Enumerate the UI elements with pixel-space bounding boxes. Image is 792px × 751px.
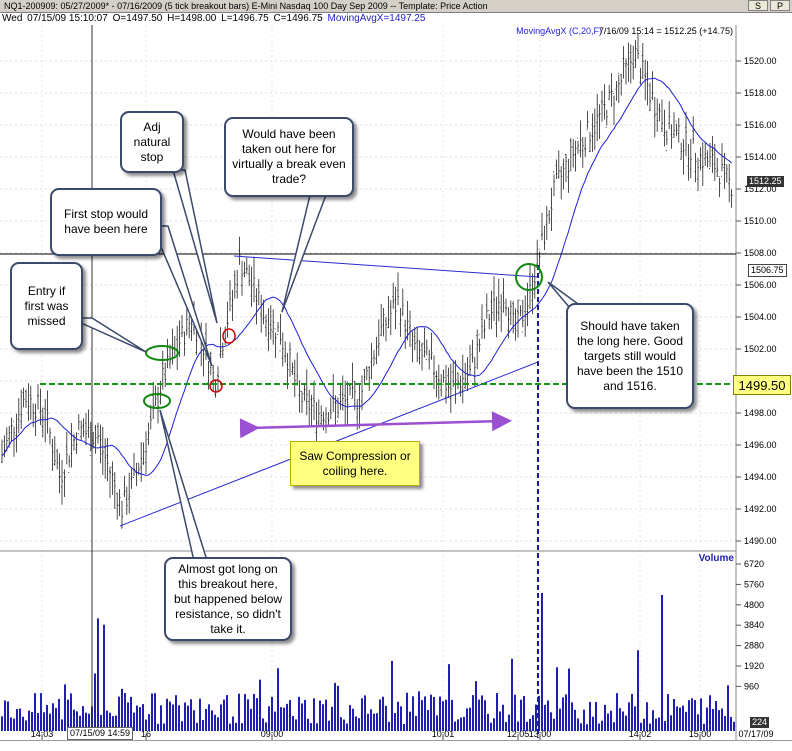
callout-pointers bbox=[69, 169, 603, 571]
callout-should-long[interactable]: Should have taken the long here. Good ta… bbox=[566, 303, 694, 409]
volume-tick-label: 4800 bbox=[744, 600, 764, 610]
info-moving-avg: MovingAvgX=1497.25 bbox=[327, 13, 426, 24]
callout-adj-stop[interactable]: Adj natural stop bbox=[120, 111, 184, 173]
info-close: C=1496.75 bbox=[273, 13, 323, 24]
breakout-ellipse bbox=[143, 393, 171, 409]
ma-legend: MovingAvgX (C,20,F) bbox=[516, 26, 602, 36]
callout-entry[interactable]: Entry if first was missed bbox=[10, 262, 83, 350]
adj-stop-marker bbox=[222, 328, 236, 344]
time-tick-label: 12:05 bbox=[507, 729, 530, 739]
volume-tick-label: 5760 bbox=[744, 579, 764, 589]
data-info-bar: Wed 07/15/09 15:10:07 O=1497.50 H=1498.0… bbox=[0, 13, 792, 25]
first-stop-marker bbox=[209, 379, 223, 393]
compression-double-arrow bbox=[239, 411, 512, 439]
price-tick-label: 1490.00 bbox=[744, 536, 777, 546]
time-tick-label: 07/17/09 bbox=[738, 729, 773, 739]
time-tick-label: 10:01 bbox=[432, 729, 455, 739]
p-button[interactable]: P bbox=[770, 0, 790, 11]
compression-note[interactable]: Saw Compression or coiling here. bbox=[290, 441, 420, 486]
callout-almost-long[interactable]: Almost got long on this breakout here, b… bbox=[164, 557, 292, 641]
time-tick-label: 14:02 bbox=[629, 729, 652, 739]
price-tick-label: 1518.00 bbox=[744, 88, 777, 98]
info-datetime: 07/15/09 15:10:07 bbox=[27, 13, 108, 24]
bottom-scroll-bar[interactable] bbox=[0, 740, 792, 751]
moving-average-line bbox=[1, 77, 732, 476]
price-tick-label: 1516.00 bbox=[744, 120, 777, 130]
price-tick-label: 1512.00 bbox=[744, 184, 777, 194]
price-axis: 1520.00 1518.00 1516.00 1514.00 1512.00 1510.… bbox=[736, 56, 777, 546]
time-tick-label: 14:03 bbox=[31, 729, 54, 739]
window-title-bar: NQ1-200909: 05/27/2009* - 07/16/2009 (5 … bbox=[0, 0, 792, 13]
time-tick-label: 09:00 bbox=[261, 729, 284, 739]
info-day: Wed bbox=[2, 13, 23, 24]
price-tick-label: 1510.00 bbox=[744, 216, 777, 226]
price-tick-label: 1504.00 bbox=[744, 312, 777, 322]
info-high: H=1498.00 bbox=[167, 13, 217, 24]
volume-tick-label: 960 bbox=[744, 681, 759, 691]
price-tick-label: 1496.00 bbox=[744, 440, 777, 450]
price-tick-label: 1506.00 bbox=[744, 280, 777, 290]
volume-tick-label: 1920 bbox=[744, 661, 764, 671]
callout-first-stop[interactable]: First stop would have been here bbox=[50, 188, 162, 256]
volume-tick-label: 3840 bbox=[744, 620, 764, 630]
time-tick-label: 15:00 bbox=[689, 729, 712, 739]
time-tick-label: 16 bbox=[141, 729, 151, 739]
volume-tick-label: 2880 bbox=[744, 641, 764, 651]
price-tick-label: 1508.00 bbox=[744, 248, 777, 258]
info-low: L=1496.75 bbox=[221, 13, 269, 24]
price-tick-label: 1520.00 bbox=[744, 56, 777, 66]
volume-tick-label: 6720 bbox=[744, 559, 764, 569]
price-tick-label: 1514.00 bbox=[744, 152, 777, 162]
callout-taken-out[interactable]: Would have been taken out here for virtu… bbox=[224, 117, 354, 197]
cursor-time-tag: 07/15/09 14:59 bbox=[67, 727, 134, 740]
s-button[interactable]: S bbox=[748, 0, 768, 11]
current-volume-tag: 224 bbox=[750, 717, 770, 728]
price-tick-label: 1502.00 bbox=[744, 344, 777, 354]
volume-axis: 6720 5760 4800 3840 2880 1920 960 bbox=[736, 559, 764, 691]
time-axis: 14:03 16 09:00 10:01 12:05 13:00 14:02 15:00 07/… bbox=[31, 729, 774, 740]
long-entry-ellipse bbox=[515, 263, 543, 291]
price-tick-label: 1498.00 bbox=[744, 408, 777, 418]
line-price-tag: 1506.75 bbox=[748, 264, 787, 277]
entry-ellipse bbox=[145, 345, 179, 361]
last-price-tag: 1512.25 bbox=[747, 176, 784, 187]
level-price-label: 1499.50 bbox=[733, 375, 791, 395]
volume-label: Volume bbox=[699, 553, 735, 564]
price-tick-label: 1492.00 bbox=[744, 504, 777, 514]
window-title: NQ1-200909: 05/27/2009* - 07/16/2009 (5 … bbox=[4, 1, 488, 11]
volume-bars bbox=[1, 592, 735, 731]
upper-trendline[interactable] bbox=[233, 255, 539, 278]
time-tick-label: 13:00 bbox=[529, 729, 552, 739]
info-open: O=1497.50 bbox=[112, 13, 163, 24]
price-tick-label: 1494.00 bbox=[744, 472, 777, 482]
last-price-stamp: 7/16/09 15:14 = 1512.25 (+14.75) bbox=[599, 26, 733, 36]
